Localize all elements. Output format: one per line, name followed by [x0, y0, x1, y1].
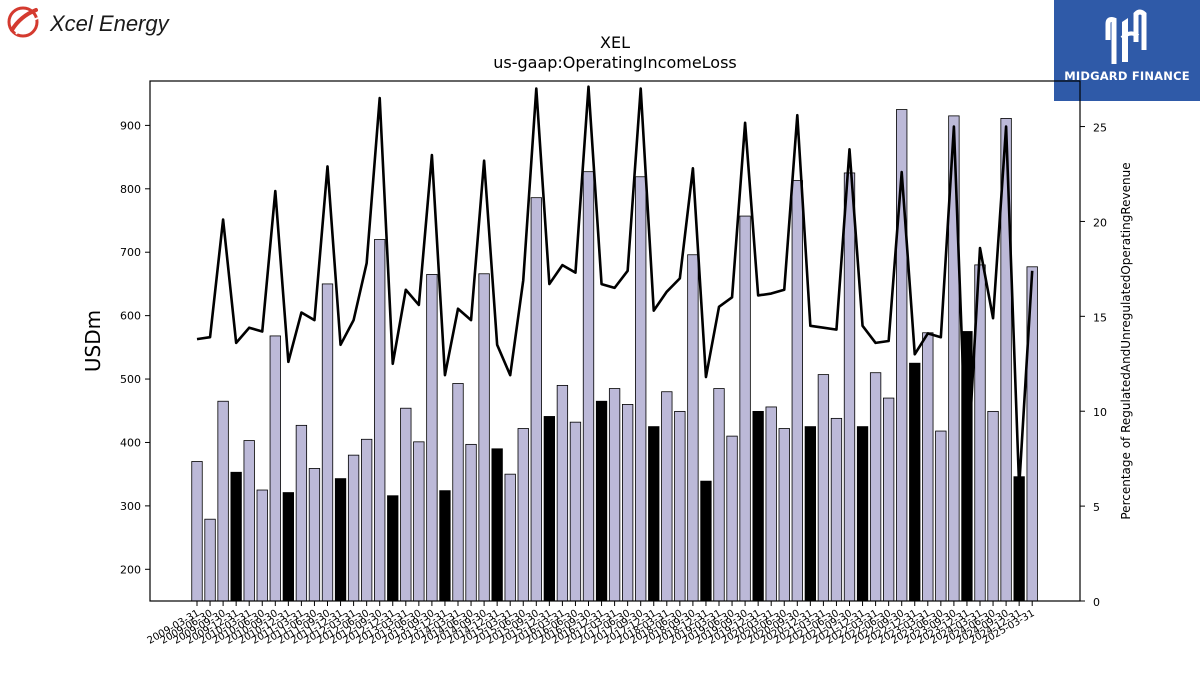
bar-2011-06-30	[309, 468, 320, 601]
y-tick-label: 700	[120, 246, 141, 259]
y-tick-label: 600	[120, 310, 141, 323]
y-right-tick-label: 5	[1093, 501, 1100, 514]
bar-2021-06-30	[831, 418, 842, 601]
y-axis-label: USDm	[81, 310, 105, 372]
bar-2014-12-31	[492, 449, 503, 601]
x-axis: 2009-03-312009-06-302009-09-302009-12-31…	[146, 601, 1037, 647]
bar-2010-03-31	[244, 441, 255, 601]
bar-2010-12-31	[283, 493, 294, 601]
bar-2019-06-30	[727, 436, 738, 601]
y-tick-label: 400	[120, 436, 141, 449]
bar-2017-12-31	[649, 427, 660, 601]
bar-2014-09-30	[479, 274, 490, 601]
bar-2020-06-30	[779, 429, 790, 601]
chart-subtitle: us-gaap:OperatingIncomeLoss	[493, 53, 737, 72]
bar-2013-03-31	[401, 408, 412, 601]
y-right-tick-label: 20	[1093, 216, 1107, 229]
bar-2012-12-31	[388, 496, 399, 601]
y-right-tick-label: 25	[1093, 122, 1107, 135]
bar-2022-03-31	[870, 373, 881, 601]
bar-2013-06-30	[414, 442, 425, 601]
bar-2009-06-30	[205, 519, 216, 601]
y-tick-label: 200	[120, 563, 141, 576]
bar-2019-09-30	[740, 216, 751, 601]
bar-2011-03-31	[296, 425, 307, 601]
bar-2018-06-30	[675, 411, 686, 601]
bar-2024-12-31	[1014, 477, 1025, 601]
bar-2012-09-30	[374, 240, 385, 601]
bar-2021-09-30	[844, 173, 855, 601]
bar-2016-12-31	[596, 401, 607, 601]
bar-2020-03-31	[766, 407, 777, 601]
bar-2009-09-30	[218, 401, 229, 601]
bars-layer	[192, 110, 1038, 601]
bar-2018-12-31	[701, 481, 712, 601]
bar-2020-09-30	[792, 181, 803, 601]
y-tick-label: 300	[120, 500, 141, 513]
y-axis-right-label: Percentage of RegulatedAndUnregulatedOpe…	[1119, 162, 1133, 519]
bar-2021-12-31	[857, 427, 868, 601]
bar-2022-12-31	[910, 363, 921, 601]
bar-2019-12-31	[753, 411, 764, 601]
bar-2017-09-30	[635, 177, 646, 601]
bar-2010-06-30	[257, 490, 268, 601]
bar-2010-09-30	[270, 336, 281, 601]
bar-2017-03-31	[609, 389, 620, 601]
bar-2017-06-30	[622, 404, 633, 601]
bar-2016-06-30	[570, 422, 581, 601]
bar-2015-12-31	[544, 416, 555, 601]
bar-2023-06-30	[936, 431, 947, 601]
y-right-tick-label: 10	[1093, 406, 1107, 419]
bar-2020-12-31	[805, 427, 816, 601]
bar-2012-03-31	[348, 455, 359, 601]
y-tick-label: 800	[120, 183, 141, 196]
left-y-axis: 200 300 400 500 600 700 800 900	[120, 119, 150, 576]
bar-2011-09-30	[322, 284, 333, 601]
bar-2015-06-30	[518, 429, 529, 601]
bar-2019-03-31	[714, 389, 725, 601]
right-y-axis: 0 5 10 15 20 25	[1080, 122, 1107, 609]
bar-2012-06-30	[361, 439, 372, 601]
bar-2013-09-30	[427, 274, 438, 601]
bar-2014-06-30	[466, 444, 477, 601]
bar-2015-03-31	[505, 474, 516, 601]
bar-2023-03-31	[923, 333, 934, 601]
bar-2013-12-31	[440, 491, 451, 601]
y-tick-label: 900	[120, 119, 141, 132]
y-tick-label: 500	[120, 373, 141, 386]
y-right-tick-label: 0	[1093, 596, 1100, 609]
bar-2016-09-30	[583, 172, 594, 601]
bar-2018-09-30	[688, 255, 699, 601]
bar-2009-03-31	[192, 461, 203, 601]
bar-2011-12-31	[335, 479, 346, 601]
y-right-tick-label: 15	[1093, 311, 1107, 324]
bar-2016-03-31	[557, 385, 568, 601]
bar-2021-03-31	[818, 375, 829, 601]
bar-2009-12-31	[231, 472, 242, 601]
bar-2022-06-30	[883, 398, 894, 601]
bar-2015-09-30	[531, 198, 542, 601]
bar-2018-03-31	[662, 392, 673, 601]
chart-title: XEL	[600, 33, 630, 52]
bar-2024-06-30	[988, 411, 999, 601]
bar-2014-03-31	[453, 383, 464, 601]
